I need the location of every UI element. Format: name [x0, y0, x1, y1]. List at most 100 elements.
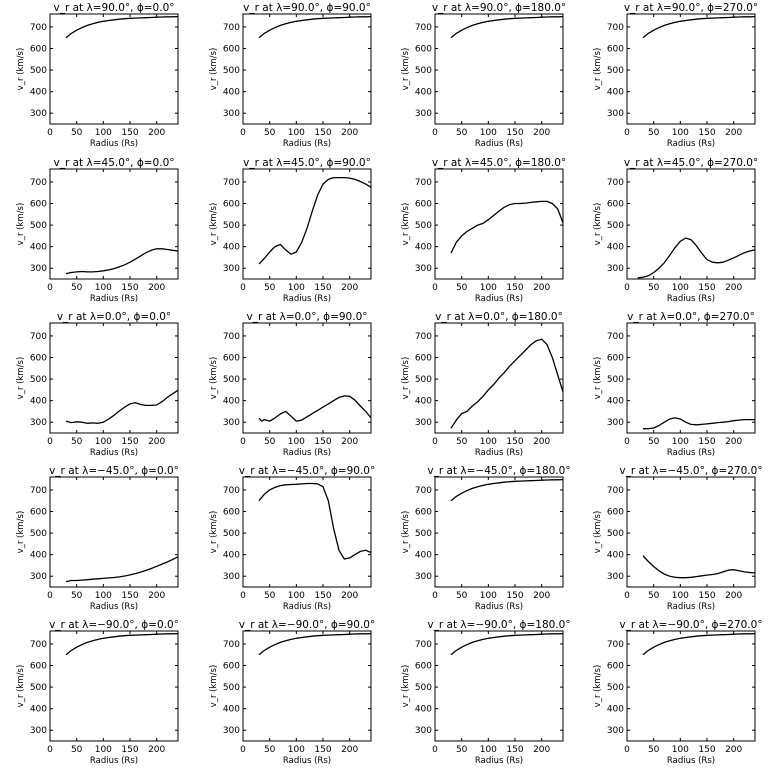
y-tick-label: 300	[30, 264, 47, 274]
panel-title: v_r at λ=−90.0°, ϕ=90.0°	[239, 619, 375, 631]
y-tick-label: 400	[223, 88, 240, 98]
x-tick-label: 0	[624, 128, 630, 138]
y-tick-label: 500	[607, 221, 624, 231]
y-axis-label: v_r (km/s)	[209, 203, 219, 246]
x-tick-label: 100	[95, 437, 112, 447]
x-axis-label: Radius (Rs)	[667, 139, 715, 149]
y-axis-label: v_r (km/s)	[16, 48, 26, 91]
y-tick-label: 300	[223, 109, 240, 119]
y-tick-label: 700	[607, 486, 624, 496]
x-tick-label: 50	[264, 745, 276, 755]
y-tick-label: 500	[415, 375, 432, 385]
x-tick-label: 0	[432, 745, 438, 755]
y-tick-label: 400	[223, 243, 240, 253]
y-tick-label: 700	[607, 178, 624, 188]
y-axis-label: v_r (km/s)	[16, 357, 26, 400]
y-tick-label: 300	[415, 264, 432, 274]
y-axis-label: v_r (km/s)	[16, 511, 26, 554]
x-tick-label: 150	[506, 437, 523, 447]
plot-frame	[242, 630, 372, 742]
series-line	[637, 237, 755, 279]
x-tick-label: 0	[624, 283, 630, 293]
y-tick-label: 400	[415, 397, 432, 407]
x-tick-label: 200	[148, 283, 165, 293]
x-axis-label: Radius (Rs)	[283, 448, 331, 458]
x-tick-label: 50	[456, 745, 468, 755]
y-tick-label: 400	[607, 88, 624, 98]
x-tick-label: 150	[314, 591, 331, 601]
y-tick-label: 700	[415, 332, 432, 342]
x-axis-label: Radius (Rs)	[475, 448, 523, 458]
x-tick-label: 100	[288, 128, 305, 138]
x-tick-label: 0	[432, 283, 438, 293]
y-axis-label: v_r (km/s)	[209, 357, 219, 400]
plot-frame	[434, 168, 564, 280]
y-tick-label: 700	[607, 332, 624, 342]
panel-title: v_r at λ=−45.0°, ϕ=270.0°	[619, 465, 762, 477]
x-tick-label: 50	[648, 283, 660, 293]
y-tick-label: 300	[223, 572, 240, 582]
x-tick-label: 200	[725, 745, 742, 755]
y-axis-label: v_r (km/s)	[401, 665, 411, 708]
y-tick-label: 400	[223, 551, 240, 561]
panel-title: v_r at λ=90.0°, ϕ=90.0°	[243, 2, 371, 14]
y-tick-label: 600	[30, 354, 47, 364]
x-tick-label: 0	[624, 591, 630, 601]
x-tick-label: 150	[698, 591, 715, 601]
y-tick-label: 600	[30, 662, 47, 672]
y-tick-label: 400	[30, 705, 47, 715]
x-tick-label: 200	[148, 745, 165, 755]
y-tick-label: 300	[223, 418, 240, 428]
panel-title: v_r at λ=0.0°, ϕ=270.0°	[627, 311, 755, 323]
y-tick-label: 500	[30, 529, 47, 539]
y-tick-label: 300	[415, 418, 432, 428]
panel-title: v_r at λ=90.0°, ϕ=270.0°	[624, 2, 758, 14]
x-tick-label: 50	[71, 591, 83, 601]
panel-title: v_r at λ=45.0°, ϕ=270.0°	[624, 157, 758, 169]
x-tick-label: 0	[47, 745, 53, 755]
x-tick-label: 0	[240, 745, 246, 755]
panel-title: v_r at λ=45.0°, ϕ=90.0°	[243, 157, 371, 169]
y-tick-label: 700	[607, 640, 624, 650]
y-tick-label: 700	[415, 178, 432, 188]
x-tick-label: 200	[533, 128, 550, 138]
series-line	[65, 632, 178, 656]
x-axis-label: Radius (Rs)	[90, 139, 138, 149]
panel-title: v_r at λ=0.0°, ϕ=0.0°	[57, 311, 171, 323]
x-tick-label: 0	[432, 437, 438, 447]
y-tick-label: 700	[415, 486, 432, 496]
series-line	[450, 200, 563, 254]
x-tick-label: 200	[533, 437, 550, 447]
y-tick-label: 600	[223, 200, 240, 210]
y-tick-label: 600	[223, 508, 240, 518]
x-tick-label: 100	[95, 745, 112, 755]
y-tick-label: 500	[30, 221, 47, 231]
x-tick-label: 50	[456, 283, 468, 293]
panel-title: v_r at λ=0.0°, ϕ=180.0°	[435, 311, 563, 323]
y-axis-label: v_r (km/s)	[593, 511, 603, 554]
y-tick-label: 400	[30, 551, 47, 561]
y-tick-label: 600	[607, 354, 624, 364]
y-tick-label: 300	[223, 264, 240, 274]
y-tick-label: 600	[415, 354, 432, 364]
x-axis-label: Radius (Rs)	[475, 756, 523, 766]
y-tick-label: 400	[223, 397, 240, 407]
y-tick-label: 600	[223, 45, 240, 55]
x-tick-label: 100	[480, 745, 497, 755]
x-tick-label: 150	[121, 283, 138, 293]
y-tick-label: 600	[415, 200, 432, 210]
x-tick-label: 200	[341, 283, 358, 293]
y-tick-label: 500	[415, 66, 432, 76]
x-tick-label: 100	[672, 283, 689, 293]
y-tick-label: 700	[223, 23, 240, 33]
x-tick-label: 0	[240, 128, 246, 138]
series-line	[643, 417, 755, 430]
panel-title: v_r at λ=0.0°, ϕ=90.0°	[247, 311, 368, 323]
x-tick-label: 200	[533, 745, 550, 755]
x-tick-label: 50	[71, 437, 83, 447]
y-tick-label: 400	[607, 397, 624, 407]
x-tick-label: 0	[624, 437, 630, 447]
y-tick-label: 300	[415, 109, 432, 119]
